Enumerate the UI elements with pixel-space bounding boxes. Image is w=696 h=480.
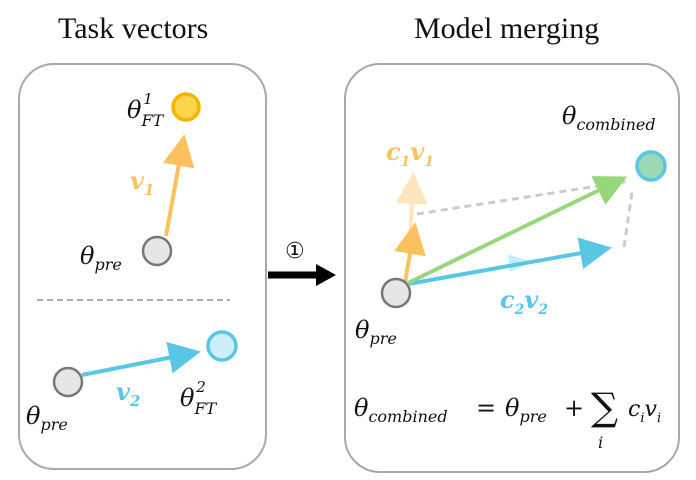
- theta-combined-label: θcombined: [562, 102, 656, 134]
- theta-ft1-label: θFT1: [127, 90, 165, 130]
- svg-text:+: +: [564, 394, 584, 422]
- theta-ft2-label: θFT2: [180, 378, 218, 418]
- svg-text:civi: civi: [628, 397, 661, 426]
- c2v2-arrow: [407, 237, 612, 286]
- combined-arrow: [407, 176, 628, 285]
- theta-pre-node-merged: [380, 277, 412, 309]
- c1v1-arrow: [394, 222, 426, 284]
- svg-text:θcombined: θcombined: [354, 394, 448, 426]
- svg-text:∑: ∑: [591, 385, 618, 429]
- v1-arrow: [162, 134, 195, 237]
- dashed-guide-top: [416, 179, 631, 216]
- task-vectors-panel: [18, 63, 267, 470]
- svg-text:i: i: [598, 433, 603, 452]
- model-merging-title: Model merging: [414, 12, 600, 45]
- v1-label: v1: [130, 166, 154, 199]
- dashed-guide-right: [622, 191, 634, 248]
- c1v1-label: c1v1: [386, 137, 434, 170]
- svg-text:=: =: [476, 394, 496, 422]
- theta-pre-label-merged: θpre: [355, 316, 397, 348]
- task-vectors-title: Task vectors: [58, 12, 209, 45]
- merging-formula: θcombined = θpre + ∑ i civi: [354, 385, 661, 452]
- step-number: ①: [285, 239, 305, 264]
- theta-pre-node-bottom: [52, 366, 84, 398]
- theta-ft1-node: [171, 92, 201, 122]
- theta-combined-node: [635, 150, 667, 182]
- theta-pre-label-bottom: θpre: [26, 402, 68, 434]
- svg-text:θpre: θpre: [505, 394, 547, 426]
- c2v2-label: c2v2: [500, 285, 548, 318]
- theta-pre-node-top: [141, 235, 173, 267]
- theta-ft2-node: [206, 330, 238, 362]
- theta-pre-label-top: θpre: [80, 242, 122, 274]
- v2-arrow: [81, 341, 201, 377]
- step-arrow-head: [316, 264, 336, 286]
- v2-label: v2: [116, 377, 140, 410]
